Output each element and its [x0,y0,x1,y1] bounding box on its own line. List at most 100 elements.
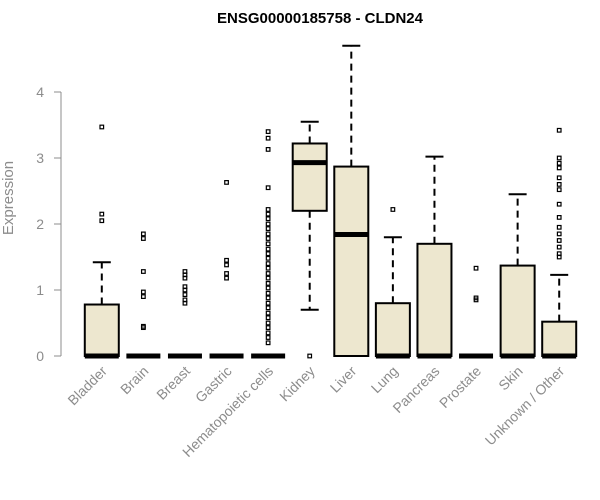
box-iqr [291,142,328,212]
outlier-point [556,254,562,260]
outlier-point [556,155,562,161]
box-unknown-other [541,127,578,359]
outlier-point [140,289,146,295]
x-tick-label: Bladder [64,363,110,409]
outlier-point [556,187,562,193]
box-iqr [333,165,370,357]
outlier-point [265,221,271,227]
box-bladder [83,124,120,359]
outlier-point [265,216,271,222]
outlier-point [265,251,271,257]
outlier-point [224,262,229,268]
box-iqr [541,320,578,357]
y-tick-label: 1 [36,282,44,298]
boxes-group [83,44,578,359]
x-tick-label: Kidney [276,363,318,405]
outlier-point [473,297,479,303]
outlier-point [224,180,229,185]
box-breast [167,269,202,359]
outlier-point [265,129,271,135]
outlier-point [182,292,188,298]
outlier-point [182,300,188,306]
y-tick-label: 4 [36,84,44,100]
y-axis-label: Expression [0,161,17,235]
box-brain [126,231,161,359]
x-tick-label: Liver [327,363,360,396]
outlier-point [265,255,271,261]
outlier-point [224,271,229,276]
outlier-point [265,340,271,346]
x-tick-label: Prostate [436,363,484,411]
outlier-point [265,290,271,296]
x-tick-label: Unknown / Other [482,363,568,449]
box-hematopoietic-cells [251,129,286,359]
outlier-point [265,325,271,331]
x-tick-label: Lung [368,363,401,396]
outlier-point [265,241,271,247]
box-iqr [374,302,411,358]
box-iqr [499,264,536,357]
chart-title: ENSG00000185758 - CLDN24 [217,10,424,27]
outlier-point [224,275,229,281]
outlier-point [265,305,271,311]
outlier-point [265,185,271,191]
outlier-point [556,215,562,220]
outlier-point [556,160,562,166]
outlier-point [265,281,271,286]
outlier-point [556,224,562,230]
outlier-point [182,275,188,281]
box-gastric [209,180,244,359]
outlier-point [265,135,271,141]
outlier-point [556,231,562,237]
box-prostate [459,265,494,359]
outlier-point [265,335,271,340]
box-iqr [416,242,453,357]
outlier-point [140,294,146,299]
outlier-point [556,127,562,133]
outlier-point [265,226,271,232]
outlier-point [99,124,105,130]
outlier-point [182,287,188,293]
y-tick-label: 3 [36,150,44,166]
outlier-point [473,265,479,271]
outlier-point [265,300,271,306]
y-tick-label: 0 [36,348,44,364]
outlier-point [265,285,271,291]
outlier-point [265,315,271,321]
outlier-point [140,236,146,241]
box-pancreas [416,155,453,359]
outlier-point [265,261,271,266]
box-skin [499,193,536,359]
outlier-point [556,175,562,181]
outlier-point [556,244,562,250]
outlier-point [265,295,271,301]
box-iqr [83,303,120,357]
outlier-point [556,201,562,207]
box-liver [333,44,370,357]
x-tick-label: Breast [153,363,193,403]
outlier-point [140,269,146,274]
outlier-point [556,238,562,243]
y-axis: 0 1 2 3 4 [36,84,62,364]
y-tick-label: 2 [36,216,44,232]
outlier-point [140,231,146,237]
outlier-point [556,182,562,187]
outlier-point [265,265,271,271]
x-tick-label: Skin [495,363,526,394]
outlier-point [99,218,105,224]
box-lung [374,207,411,359]
outlier-point [265,271,271,276]
x-tick-label: Brain [117,363,151,397]
outlier-point [265,320,271,326]
outlier-point [265,236,271,241]
outlier-point [224,257,229,263]
outlier-point [556,165,562,171]
outlier-point [99,211,105,217]
outlier-point [265,246,271,252]
outlier-point [307,353,313,359]
outlier-point [140,325,146,331]
outlier-point [390,207,396,212]
